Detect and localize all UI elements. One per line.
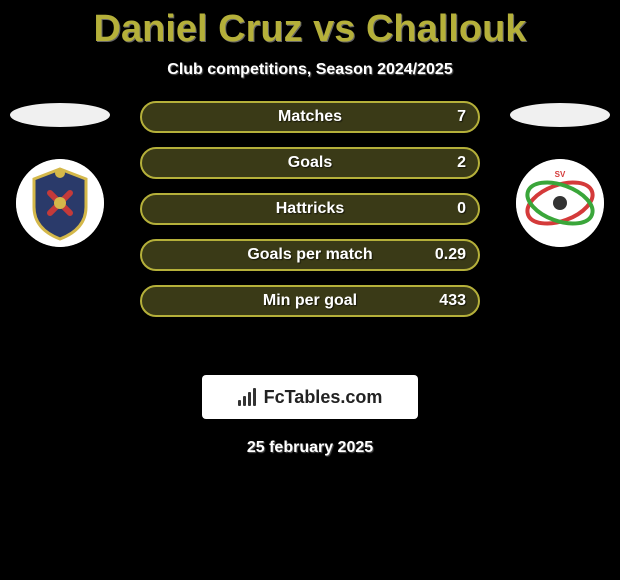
stat-value: 2 — [457, 154, 466, 172]
left-player-col — [0, 101, 120, 247]
stat-label: Goals — [288, 154, 332, 172]
right-player-col: SV — [500, 101, 620, 247]
brand-text: FcTables.com — [264, 387, 383, 408]
stat-label: Hattricks — [276, 200, 344, 218]
subtitle: Club competitions, Season 2024/2025 — [0, 61, 620, 79]
left-crest-svg — [16, 159, 104, 247]
svg-text:SV: SV — [555, 170, 566, 179]
stat-label: Min per goal — [263, 292, 357, 310]
stat-value: 7 — [457, 108, 466, 126]
stat-row: Hattricks 0 — [140, 193, 480, 225]
stat-row: Matches 7 — [140, 101, 480, 133]
stat-row: Goals 2 — [140, 147, 480, 179]
stat-row: Min per goal 433 — [140, 285, 480, 317]
left-marker — [10, 103, 110, 127]
comparison-area: SV Matches 7 Goals 2 Hattricks 0 Goals per mat… — [0, 101, 620, 351]
left-crest — [16, 159, 104, 247]
right-crest: SV — [516, 159, 604, 247]
right-crest-svg: SV — [516, 159, 604, 247]
stat-value: 0 — [457, 200, 466, 218]
stats-list: Matches 7 Goals 2 Hattricks 0 Goals per match 0… — [140, 101, 480, 317]
stat-value: 0.29 — [435, 246, 466, 264]
stat-label: Goals per match — [247, 246, 372, 264]
stat-row: Goals per match 0.29 — [140, 239, 480, 271]
date-text: 25 february 2025 — [0, 439, 620, 457]
brand-box: FcTables.com — [202, 375, 418, 419]
chart-icon — [238, 388, 260, 406]
page-title: Daniel Cruz vs Challouk — [0, 0, 620, 51]
right-marker — [510, 103, 610, 127]
stat-label: Matches — [278, 108, 342, 126]
stat-value: 433 — [439, 292, 466, 310]
